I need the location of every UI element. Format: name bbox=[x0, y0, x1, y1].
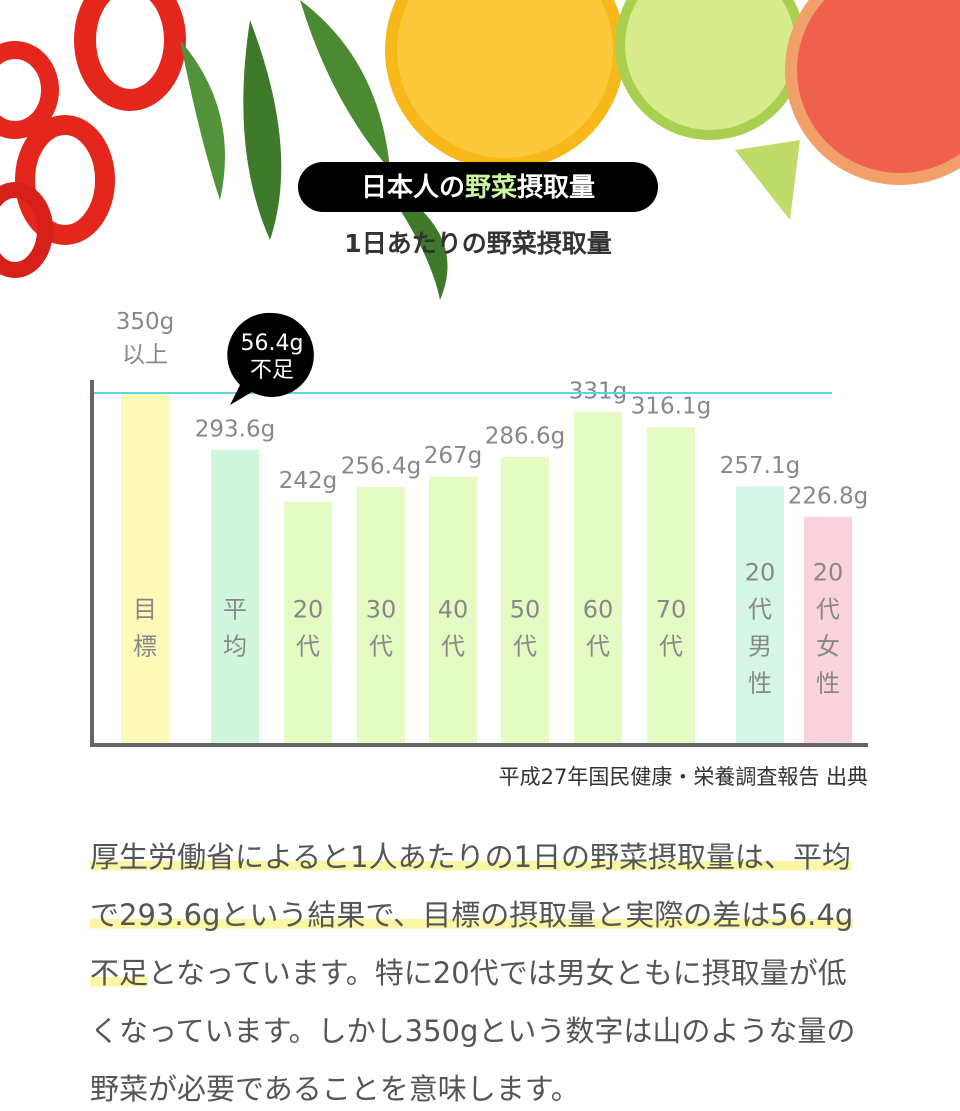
bar bbox=[647, 427, 695, 745]
text-line: 代 bbox=[296, 633, 320, 661]
title-part: 野菜 bbox=[465, 173, 517, 203]
bar bbox=[357, 487, 405, 745]
paragraph-line: で293.6gという結果で、目標の摂取量と実際の差は56.4g bbox=[90, 886, 910, 944]
category-label: 20 代男性 bbox=[745, 559, 776, 698]
text-line: 代 bbox=[513, 633, 537, 661]
text-line: 40 bbox=[438, 596, 469, 624]
value-label: 350g 以上 bbox=[116, 309, 175, 368]
axis bbox=[90, 380, 868, 747]
value-label: 226.8g bbox=[788, 483, 868, 509]
value-label: 293.6g bbox=[195, 416, 275, 442]
text-line: 代 bbox=[816, 596, 840, 624]
value-label: 256.4g bbox=[341, 454, 421, 480]
text-line: 代 bbox=[659, 633, 683, 661]
category-label: 平均 bbox=[223, 596, 247, 661]
text-segment: となっています。特に20代では男女ともに摂取量が低 bbox=[148, 956, 847, 990]
text-line: 性 bbox=[748, 670, 772, 698]
value-label: 331g bbox=[569, 379, 628, 405]
value-label: 257.1g bbox=[720, 453, 800, 479]
category-label: 60 代 bbox=[583, 596, 614, 661]
text-line: 20 bbox=[745, 559, 776, 587]
category-label: 20 代 bbox=[293, 596, 324, 661]
text-segment: くなっています。しかし350gという数字は山のような量の bbox=[90, 1014, 856, 1048]
text-line: 30 bbox=[366, 596, 397, 624]
bar bbox=[121, 393, 169, 745]
chart: 日本人の野菜摂取量 1日あたりの野菜摂取量 平成27年国民健康・栄養調査報告 出… bbox=[0, 0, 960, 789]
callout bbox=[227, 312, 314, 405]
category-label: 20 代女性 bbox=[813, 559, 844, 698]
category-label: 30 代 bbox=[366, 596, 397, 661]
value-label: 286.6g bbox=[485, 423, 565, 449]
value-label: 316.1g bbox=[631, 394, 711, 420]
category-label: 40 代 bbox=[438, 596, 469, 661]
paragraph-line: 野菜が必要であることを意味します。 bbox=[90, 1060, 910, 1111]
title-pill bbox=[298, 162, 658, 212]
paragraph: 厚生労働省によると1人あたりの1日の野菜摂取量は、平均 で293.6gという結果で… bbox=[90, 828, 910, 1111]
subtitle: 1日あたりの野菜摂取量 bbox=[344, 229, 611, 258]
title: 日本人の野菜摂取量 bbox=[361, 172, 595, 203]
source: 平成27年国民健康・栄養調査報告 出典 bbox=[499, 765, 868, 789]
text-line: 60 bbox=[583, 596, 614, 624]
bar bbox=[736, 486, 784, 745]
category-label: 70 代 bbox=[656, 596, 687, 661]
category-label: 目標 bbox=[133, 596, 157, 661]
value-label: 242g bbox=[279, 468, 338, 494]
bar bbox=[429, 476, 477, 745]
text-line: 350g bbox=[116, 309, 175, 335]
text-line: 70 bbox=[656, 596, 687, 624]
bar bbox=[284, 501, 332, 745]
text-line: 目 bbox=[133, 596, 157, 624]
text-line: 女 bbox=[816, 633, 840, 661]
title-part: 摂取量 bbox=[517, 172, 595, 203]
text-segment: で293.6gという結果で、目標の摂取量と実際の差は56.4g bbox=[90, 898, 854, 932]
paragraph-line: 不足となっています。特に20代では男女ともに摂取量が低 bbox=[90, 944, 910, 1002]
text-line: 男 bbox=[748, 633, 772, 661]
text-segment: 不足 bbox=[90, 956, 149, 990]
annotation: 56.4g 不足 bbox=[241, 331, 304, 383]
text-line: 均 bbox=[223, 633, 247, 661]
title-part: 日本人の bbox=[361, 173, 465, 203]
text-line: 56.4g bbox=[241, 331, 304, 356]
text-line: 代 bbox=[586, 633, 610, 661]
text-line: 標 bbox=[133, 633, 157, 661]
text-line: 平 bbox=[223, 596, 247, 624]
text-line: 20 bbox=[813, 559, 844, 587]
bar bbox=[574, 412, 622, 745]
text-line: 代 bbox=[748, 596, 772, 624]
bar bbox=[501, 456, 549, 745]
category-label: 50 代 bbox=[510, 596, 541, 661]
text-line: 以上 bbox=[122, 342, 168, 368]
text-line: 代 bbox=[369, 633, 393, 661]
bar bbox=[211, 449, 259, 745]
bar bbox=[804, 516, 852, 745]
text-line: 性 bbox=[816, 670, 840, 698]
text-line: 50 bbox=[510, 596, 541, 624]
text-line: 不足 bbox=[250, 358, 294, 383]
text-line: 20 bbox=[293, 596, 324, 624]
paragraph-line: くなっています。しかし350gという数字は山のような量の bbox=[90, 1002, 910, 1060]
text-segment: 野菜が必要であることを意味します。 bbox=[90, 1072, 580, 1106]
text-line: 代 bbox=[441, 633, 465, 661]
decoration bbox=[0, 0, 960, 300]
text-segment: 厚生労働省によると1人あたりの1日の野菜摂取量は、平均 bbox=[90, 840, 852, 874]
paragraph-line: 厚生労働省によると1人あたりの1日の野菜摂取量は、平均 bbox=[90, 828, 910, 886]
value-label: 267g bbox=[424, 443, 483, 469]
